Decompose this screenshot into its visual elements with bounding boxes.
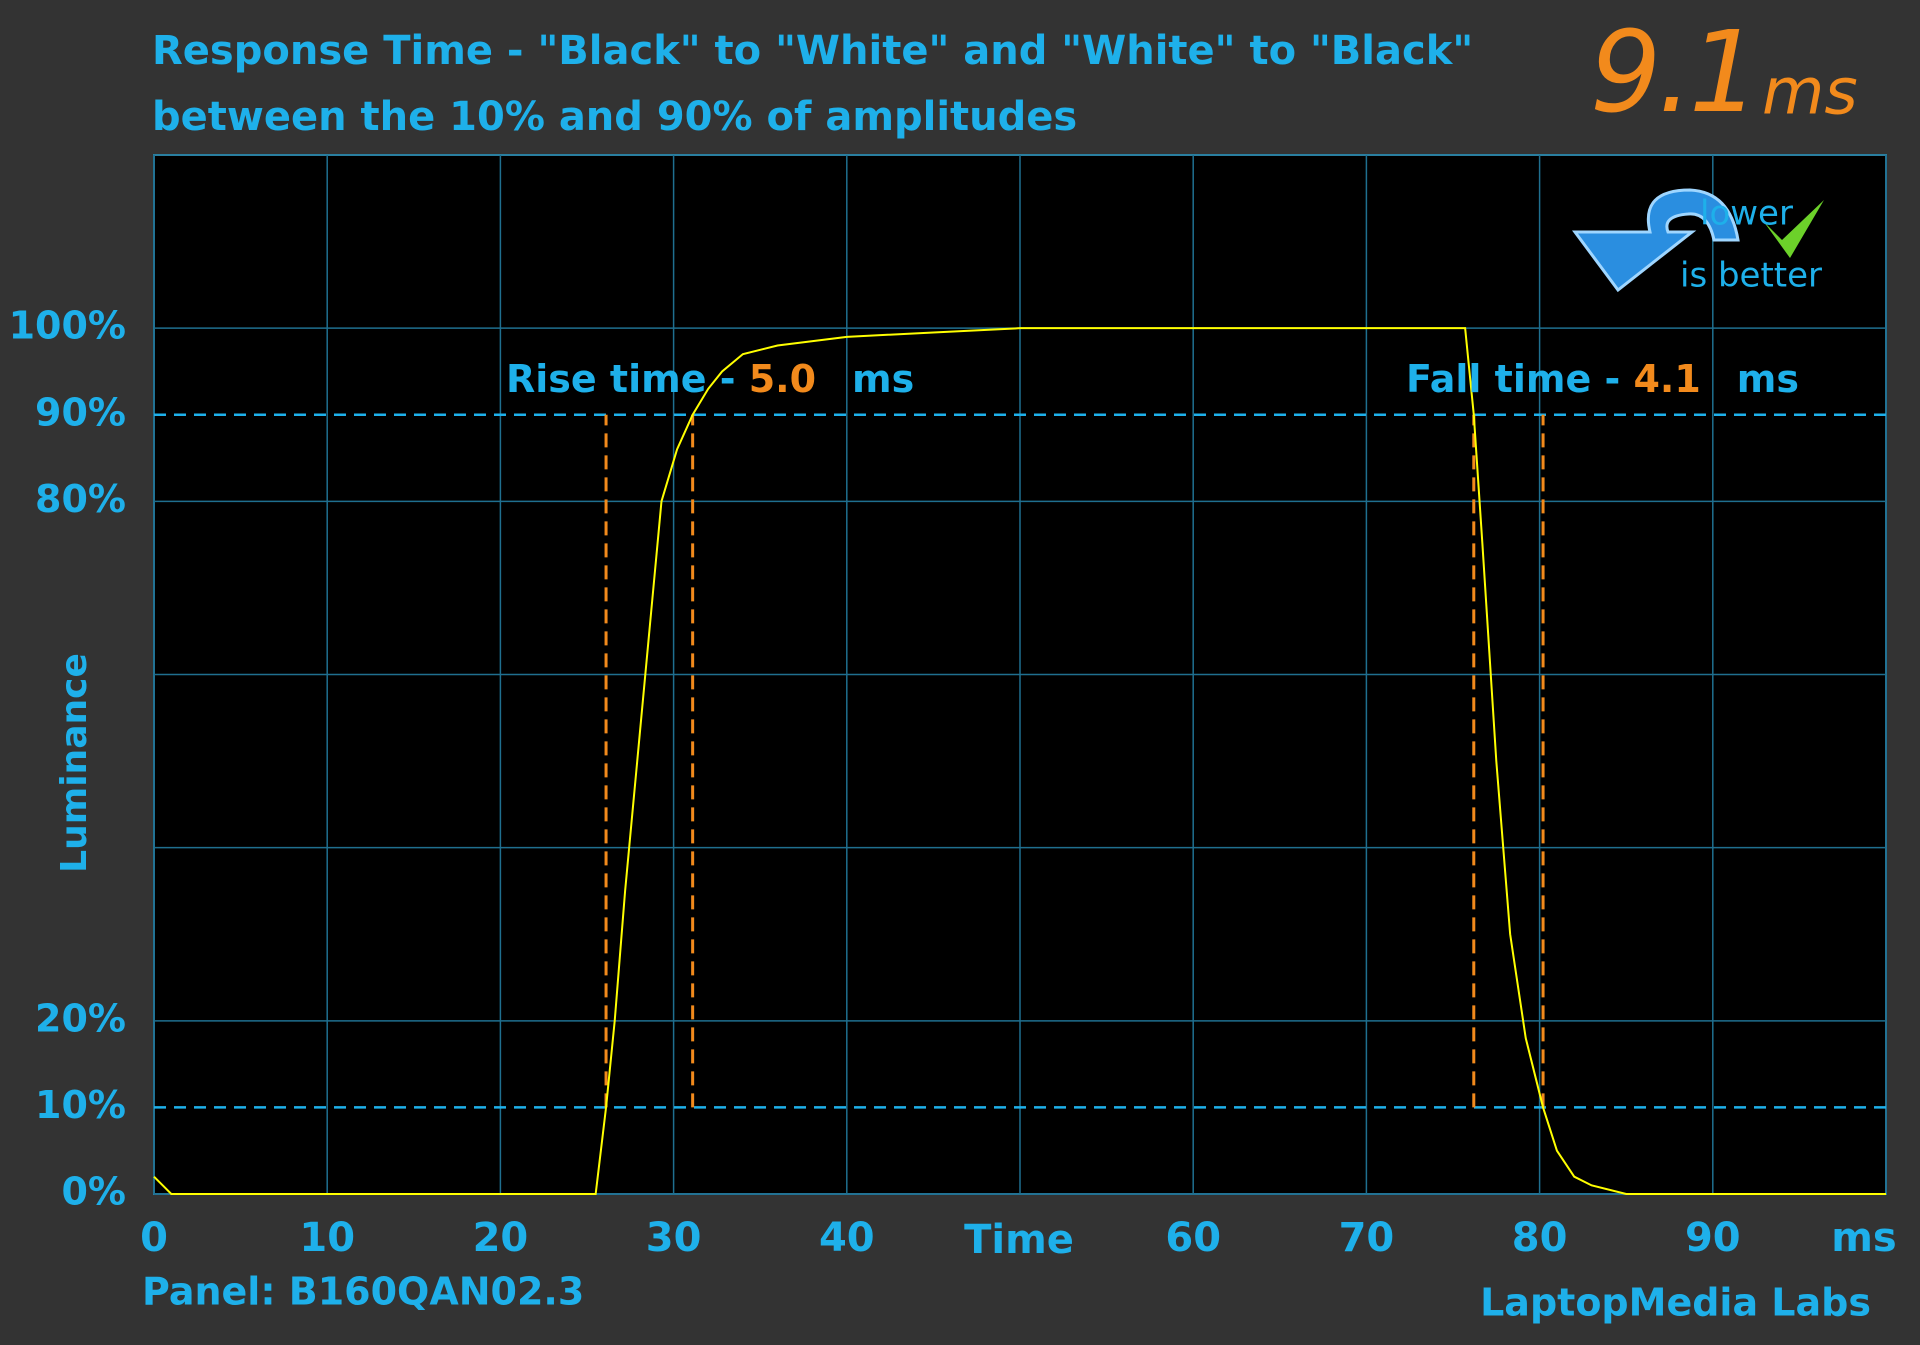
footer-panel: Panel: B160QAN02.3 (142, 1270, 584, 1314)
x-axis-unit: ms (1831, 1215, 1897, 1261)
x-tick-label: 40 (819, 1215, 875, 1261)
footer-brand: LaptopMedia Labs (1480, 1281, 1871, 1325)
annotation-text: Rise time - (506, 357, 749, 401)
y-tick-label: 100% (9, 304, 126, 348)
luminance-trace (153, 327, 1886, 1195)
y-tick-label: 20% (35, 996, 126, 1040)
annotation-value: 4.1 (1633, 357, 1700, 401)
headline-value: 9.1 (1590, 8, 1756, 138)
annotation: Rise time - 5.0 ms (506, 357, 914, 401)
chart-subtitle: between the 10% and 90% of amplitudes (152, 94, 1077, 140)
chart-title: Response Time - "Black" to "White" and "… (152, 28, 1473, 74)
x-tick-label: 20 (473, 1215, 529, 1261)
y-tick-label: 90% (35, 390, 126, 434)
x-tick-label: 60 (1165, 1215, 1221, 1261)
plot-layer (153, 155, 1887, 1195)
x-axis-label: Time (964, 1217, 1074, 1263)
annotation-value: 5.0 (749, 357, 816, 401)
badge-text: is better (1680, 256, 1822, 296)
y-tick-label: 80% (35, 477, 126, 521)
x-tick-label: 0 (140, 1215, 168, 1261)
y-tick-label: 0% (61, 1170, 126, 1214)
x-tick-label: 90 (1685, 1215, 1741, 1261)
badge-icon (1572, 188, 1824, 293)
annotation-text: Fall time - (1406, 357, 1633, 401)
x-tick-label: 10 (299, 1215, 355, 1261)
headline-unit: ms (1762, 56, 1858, 130)
x-tick-label: 30 (646, 1215, 702, 1261)
annotation: Fall time - 4.1 ms (1406, 357, 1799, 401)
y-tick-label: 10% (35, 1083, 126, 1127)
annotation-unit: ms (852, 357, 914, 401)
x-tick-label: 70 (1339, 1215, 1395, 1261)
badge-text: lower (1700, 194, 1793, 234)
x-tick-label: 80 (1512, 1215, 1568, 1261)
annotation-unit: ms (1737, 357, 1799, 401)
y-axis-label: Luminance (54, 653, 95, 873)
